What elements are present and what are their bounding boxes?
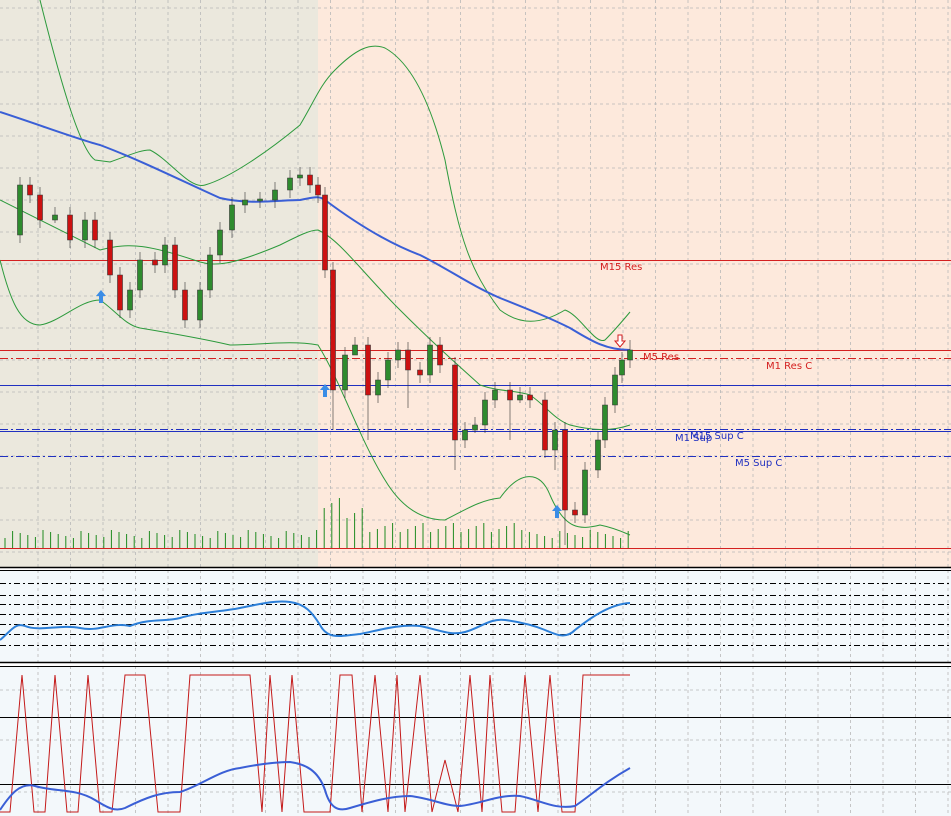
session-bg — [318, 0, 951, 567]
middle-band — [0, 199, 631, 430]
level-label: M15 Res — [600, 262, 642, 273]
oscillator-line — [0, 760, 631, 811]
level-label: M1 Sup — [675, 433, 712, 444]
signal-line — [0, 674, 630, 813]
buy-arrow — [320, 384, 330, 397]
oscillator-line — [0, 600, 631, 641]
upper-band — [39, 0, 631, 341]
candles — [17, 167, 633, 545]
sell-arrow — [613, 334, 627, 348]
volume-bars — [4, 498, 629, 548]
oscillator-1 — [0, 583, 951, 646]
level-label: M5 Sup C — [735, 458, 782, 469]
buy-arrow — [96, 290, 106, 303]
level-label: M15 Sup C — [690, 431, 744, 442]
level-labels: M15 Res M5 Res M1 Res C M15 Sup C M1 Sup… — [600, 262, 812, 469]
lower-band — [0, 259, 631, 536]
bands — [0, 0, 631, 536]
buy-arrow — [552, 505, 562, 518]
oscillator-2 — [0, 674, 951, 813]
level-label: M1 Res C — [766, 361, 812, 372]
panel-separators — [0, 566, 951, 667]
signal-arrows — [96, 290, 627, 518]
down-candles — [27, 174, 578, 516]
level-label: M5 Res — [643, 352, 679, 363]
up-candles — [17, 174, 633, 516]
session-bg — [0, 0, 318, 567]
indicator-bg — [0, 570, 951, 662]
osc-levels — [0, 583, 951, 646]
